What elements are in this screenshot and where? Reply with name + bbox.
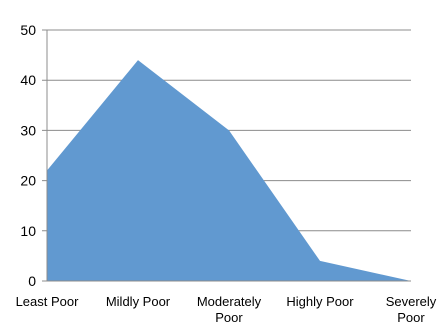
y-tick-label: 0 [28, 273, 36, 289]
x-tick-label: Mildly Poor [106, 294, 171, 309]
x-tick-label-line: Mildly Poor [106, 294, 171, 309]
x-tick-label: Moderately Poor [197, 294, 262, 325]
y-tick-label: 40 [20, 72, 36, 88]
x-axis-tick-labels: Least Poor Mildly Poor Moderately PoorHighl… [16, 294, 437, 325]
x-tick-label-line: Severely [386, 294, 437, 309]
x-tick-label-line: Highly Poor [286, 294, 354, 309]
y-tick-label: 30 [20, 122, 36, 138]
area-fill [47, 60, 411, 282]
x-tick-label: Highly Poor [286, 294, 354, 309]
area-series [47, 60, 411, 282]
x-tick-label-line: Poor [397, 310, 425, 325]
y-axis-tick-labels: 0 10 20 30 40 50 [20, 22, 36, 289]
x-tick-label-line: Poor [215, 310, 243, 325]
y-tick-label: 20 [20, 173, 36, 189]
x-tick-label-line: Moderately [197, 294, 262, 309]
axes [42, 30, 411, 282]
x-tick-label: Severely Poor [386, 294, 437, 325]
x-tick-label-line: Least Poor [16, 294, 80, 309]
y-tick-label: 50 [20, 22, 36, 38]
y-tick-label: 10 [20, 223, 36, 239]
x-tick-label: Least Poor [16, 294, 80, 309]
